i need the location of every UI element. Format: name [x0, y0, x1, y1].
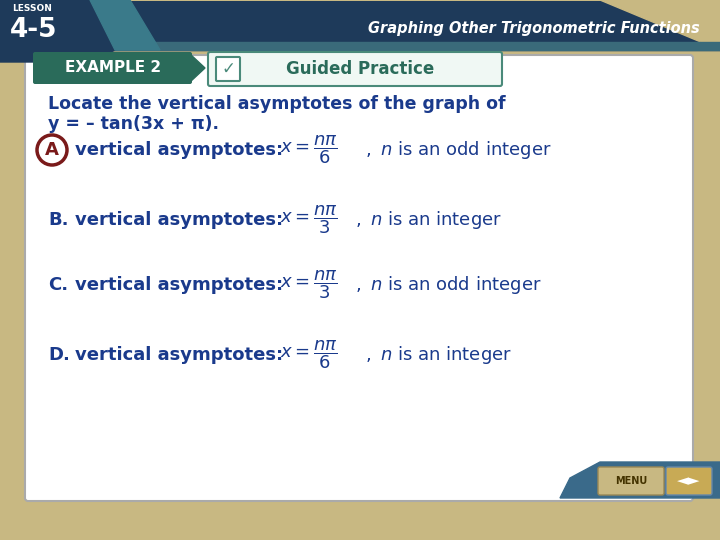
FancyBboxPatch shape	[666, 467, 712, 495]
Text: A: A	[45, 141, 59, 159]
Text: $,\ $$n$ is an integer: $,\ $$n$ is an integer	[355, 209, 502, 231]
Text: C.: C.	[48, 276, 68, 294]
Text: vertical asymptotes:: vertical asymptotes:	[75, 211, 289, 229]
FancyBboxPatch shape	[598, 467, 664, 495]
Text: vertical asymptotes:: vertical asymptotes:	[75, 141, 289, 159]
Bar	[0, 0, 720, 50]
Bar	[0, 42, 720, 50]
Text: ✓: ✓	[221, 60, 235, 78]
Text: D.: D.	[48, 346, 70, 364]
Text: $,\ $$n$ is an odd integer: $,\ $$n$ is an odd integer	[365, 139, 552, 161]
Text: $,\ $$n$ is an odd integer: $,\ $$n$ is an odd integer	[355, 274, 541, 296]
Polygon shape	[100, 0, 720, 50]
Text: ◄►: ◄►	[678, 474, 701, 489]
Text: $,\ $$n$ is an integer: $,\ $$n$ is an integer	[365, 344, 512, 366]
Text: LESSON: LESSON	[12, 4, 52, 13]
Text: 4-5: 4-5	[10, 17, 58, 43]
Text: $x = \dfrac{n\pi}{3}$: $x = \dfrac{n\pi}{3}$	[280, 204, 338, 237]
Polygon shape	[0, 0, 115, 62]
Text: Guided Practice: Guided Practice	[286, 60, 434, 78]
Text: $x = \dfrac{n\pi}{3}$: $x = \dfrac{n\pi}{3}$	[280, 269, 338, 301]
Text: EXAMPLE 2: EXAMPLE 2	[65, 60, 161, 76]
Polygon shape	[190, 54, 205, 82]
Text: y = – tan(3x + π).: y = – tan(3x + π).	[48, 115, 219, 133]
Text: $x = \dfrac{n\pi}{6}$: $x = \dfrac{n\pi}{6}$	[280, 339, 338, 372]
Polygon shape	[560, 462, 720, 498]
Text: vertical asymptotes:: vertical asymptotes:	[75, 346, 289, 364]
Text: vertical asymptotes:: vertical asymptotes:	[75, 276, 289, 294]
FancyBboxPatch shape	[208, 52, 502, 86]
Text: Graphing Other Trigonometric Functions: Graphing Other Trigonometric Functions	[368, 21, 700, 36]
Text: Locate the vertical asymptotes of the graph of: Locate the vertical asymptotes of the gr…	[48, 95, 505, 113]
Text: MENU: MENU	[615, 476, 647, 486]
FancyBboxPatch shape	[25, 55, 693, 501]
Circle shape	[37, 135, 67, 165]
FancyBboxPatch shape	[216, 57, 240, 81]
Text: $x = \dfrac{n\pi}{6}$: $x = \dfrac{n\pi}{6}$	[280, 134, 338, 166]
Text: B.: B.	[48, 211, 68, 229]
Polygon shape	[90, 0, 160, 50]
FancyBboxPatch shape	[33, 52, 192, 84]
